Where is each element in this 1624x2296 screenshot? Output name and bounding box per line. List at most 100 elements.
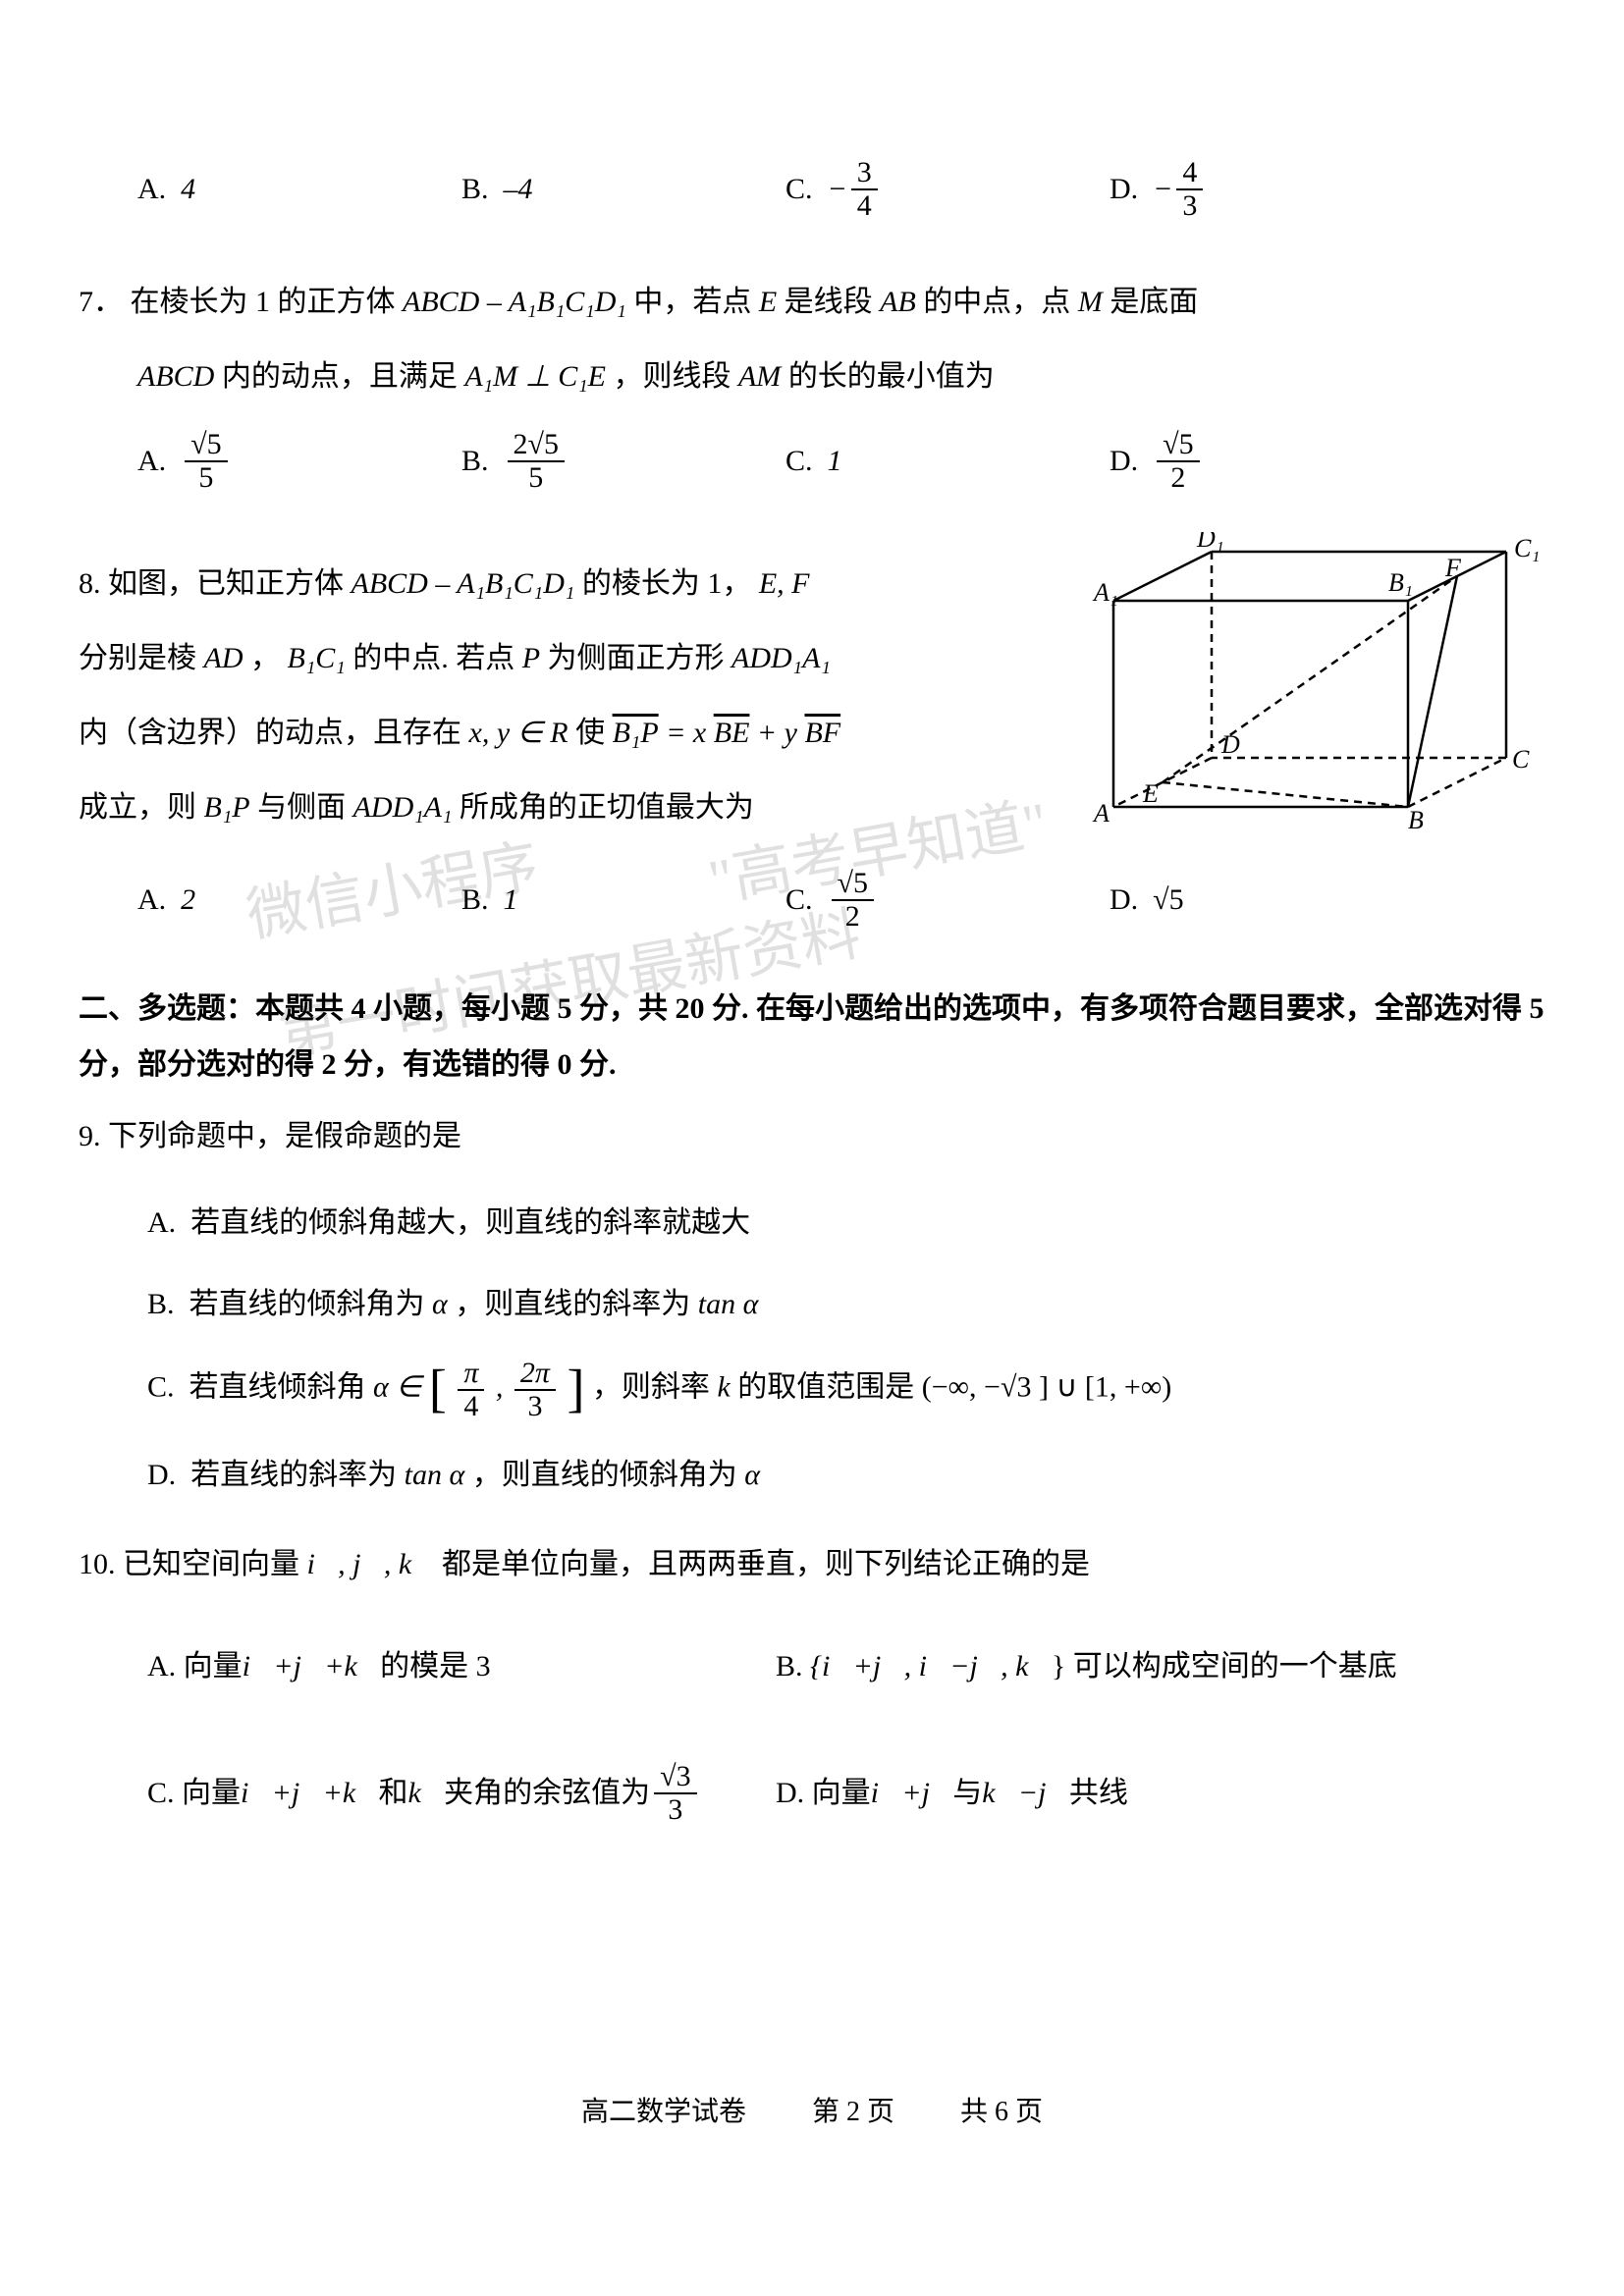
opt-label: A. <box>147 1206 176 1239</box>
opt-label: A. <box>137 166 166 213</box>
rbracket: ] <box>567 1360 584 1418</box>
fraction: √5 2 <box>1157 429 1199 493</box>
opt-value: 2 <box>181 877 195 924</box>
text: 所成角的正切值最大为 <box>460 791 754 824</box>
label-a1: A₁ <box>1092 578 1118 607</box>
numerator: √3 <box>654 1761 696 1794</box>
q8-line4: 成立，则 B₁P 与侧面 ADD₁A₁ 所成角的正切值最大为 <box>79 775 1055 840</box>
denominator: 3 <box>1176 190 1203 222</box>
q6-options: A. 4 B. –4 C. − 3 4 D. − 4 3 <box>79 157 1545 221</box>
alpha: α ∈ <box>373 1370 429 1403</box>
opt-label: D. <box>1110 438 1138 485</box>
range: [1, +∞) <box>1085 1370 1171 1403</box>
text: 内（含边界）的动点，且存在 <box>79 717 469 749</box>
text: 的模是 3 <box>380 1638 491 1694</box>
denominator: 4 <box>851 190 878 222</box>
k: k <box>717 1370 730 1403</box>
q10-options: A. 向量 i⃗+j⃗+k⃗ 的模是 3 B. { i⃗+j⃗, i⃗−j⃗, … <box>79 1613 1545 1850</box>
q8-line1: 8. 如图，已知正方体 ABCD – A₁B₁C₁D₁ 的棱长为 1， E, F <box>79 552 1055 616</box>
text: 向量 <box>182 1765 241 1821</box>
label-b: B <box>1408 806 1424 834</box>
opt-value: 1 <box>504 877 518 924</box>
footer-total: 共 6 页 <box>960 2097 1043 2127</box>
neg: − <box>828 166 847 213</box>
fraction: π 4 <box>458 1358 484 1421</box>
q9-options: A. 若直线的倾斜角越大，则直线的斜率就越大 B. 若直线的倾斜角为 α ，则直… <box>79 1195 1545 1503</box>
text: 是线段 <box>785 286 881 318</box>
comma: , <box>496 1370 504 1403</box>
text: 使 <box>575 717 613 749</box>
text: ，则线段 <box>613 360 738 393</box>
text: } 可以构成空间的一个基底 <box>1052 1638 1397 1694</box>
b1p: B₁P <box>204 791 250 824</box>
numerator: 2√5 <box>508 429 565 462</box>
q-number: 8. <box>79 567 101 600</box>
q9-opt-a: A. 若直线的倾斜角越大，则直线的斜率就越大 <box>147 1195 1545 1251</box>
q8-line3: 内（含边界）的动点，且存在 x, y ∈ R 使 B₁P = x BE + y … <box>79 701 1055 766</box>
text: 内的动点，且满足 <box>222 360 465 393</box>
footer-page: 第 2 页 <box>812 2097 894 2127</box>
q6-opt-c: C. − 3 4 <box>785 157 1110 221</box>
edge: AD <box>204 642 244 674</box>
q-number: 9. <box>79 1120 101 1152</box>
opt-label: D. <box>147 1459 176 1491</box>
xy: x, y ∈ R <box>469 717 568 749</box>
q9-opt-b: B. 若直线的倾斜角为 α ，则直线的斜率为 tan α <box>147 1276 1545 1332</box>
var-m: M <box>1078 286 1103 318</box>
cube-notation: ABCD – A₁B₁C₁D₁ <box>403 286 626 318</box>
vec-bf: BF <box>804 717 840 749</box>
plus: + y <box>757 717 797 749</box>
text: 的取值范围是 <box>737 1370 922 1403</box>
opt-label: B. <box>776 1638 803 1694</box>
denominator: 5 <box>522 462 549 494</box>
fraction: √3 3 <box>654 1761 696 1825</box>
q7-stem-2: ABCD 内的动点，且满足 A₁M ⊥ C₁E ，则线段 AM 的长的最小值为 <box>79 345 1545 409</box>
alpha: α <box>744 1459 760 1491</box>
q6-opt-a: A. 4 <box>137 166 461 213</box>
q8-opt-c: C. √5 2 <box>785 868 1110 932</box>
label-b1: B₁ <box>1388 568 1413 597</box>
q8-line2: 分别是棱 AD ， B₁C₁ 的中点. 若点 P 为侧面正方形 ADD₁A₁ <box>79 626 1055 691</box>
range: (−∞, −√3 ] <box>922 1370 1049 1403</box>
numerator: √5 <box>832 868 874 901</box>
label-a: A <box>1092 799 1110 828</box>
vecs: i⃗+j⃗, i⃗−j⃗, k⃗ <box>822 1638 1052 1694</box>
text: 是底面 <box>1110 286 1198 318</box>
opt-label: B. <box>147 1288 175 1320</box>
edge: B₁C₁ <box>288 642 346 674</box>
text: 已知空间向量 <box>123 1548 307 1580</box>
section2-heading: 二、多选题：本题共 4 小题，每小题 5 分，共 20 分. 在每小题给出的选项… <box>79 981 1545 1093</box>
fraction: √5 2 <box>832 868 874 932</box>
vecsum: i⃗+j⃗+k⃗ <box>241 1765 378 1821</box>
text: 夹角的余弦值为 <box>444 1765 650 1821</box>
v2: k⃗−j⃗ <box>982 1765 1069 1821</box>
text: 都是单位向量，且两两垂直，则下列结论正确的是 <box>442 1548 1090 1580</box>
p: P <box>522 642 540 674</box>
q10-stem: 10. 已知空间向量 i⃗, j⃗, k⃗ 都是单位向量，且两两垂直，则下列结论… <box>79 1532 1545 1597</box>
denominator: 3 <box>521 1391 548 1422</box>
opt-label: C. <box>147 1765 175 1821</box>
q9-opt-c: C. 若直线倾斜角 α ∈ [ π 4 , 2π 3 ] ，则斜率 k 的取值范… <box>147 1358 1545 1421</box>
opt-value: –4 <box>504 166 533 213</box>
face: ABCD <box>137 360 214 393</box>
numerator: 2π <box>514 1358 556 1391</box>
opt-label: D. <box>1110 877 1138 924</box>
denominator: 2 <box>839 901 866 933</box>
q8-options: A. 2 B. 1 C. √5 2 D. √5 <box>79 868 1545 932</box>
opt-value: 4 <box>181 166 195 213</box>
denominator: 3 <box>662 1794 688 1826</box>
q6-opt-b: B. –4 <box>461 166 785 213</box>
text: 成立，则 <box>79 791 204 824</box>
text: 分别是棱 <box>79 642 204 674</box>
denominator: 2 <box>1164 462 1191 494</box>
ef: E, F <box>759 567 810 600</box>
q9-stem: 9. 下列命题中，是假命题的是 <box>79 1104 1545 1169</box>
fraction: 2π 3 <box>514 1358 556 1421</box>
opt-label: A. <box>137 877 166 924</box>
text: 共线 <box>1069 1765 1128 1821</box>
vec-b1p: B₁P <box>613 717 659 749</box>
cube: ABCD – A₁B₁C₁D₁ <box>352 567 575 600</box>
vecsum: i⃗+j⃗+k⃗ <box>243 1638 380 1694</box>
opt-label: C. <box>785 166 813 213</box>
text: 与 <box>952 1765 982 1821</box>
